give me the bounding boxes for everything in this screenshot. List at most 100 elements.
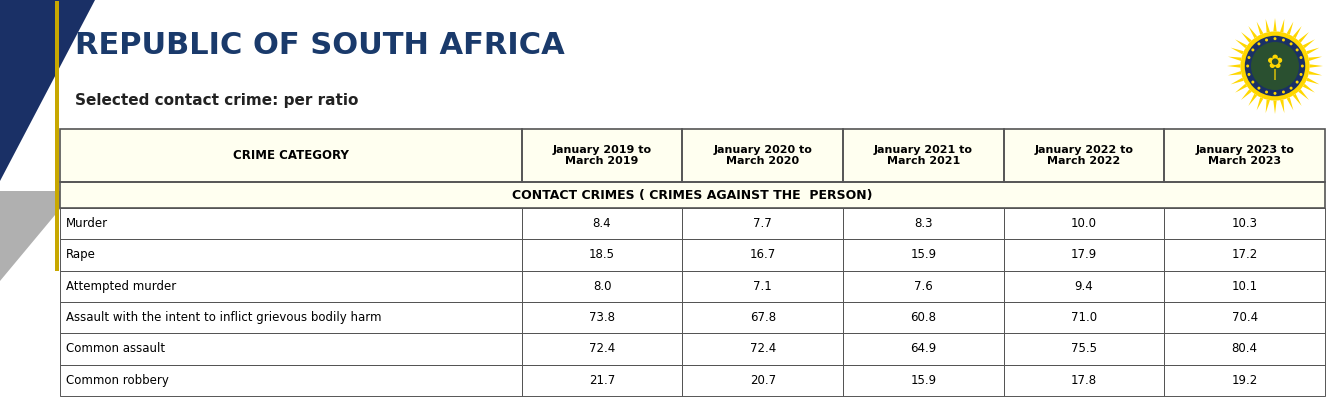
Bar [843, 129, 1004, 182]
Polygon shape [1256, 97, 1263, 110]
Bar [60, 129, 522, 182]
Text: 75.5: 75.5 [1070, 342, 1097, 355]
Circle shape [1299, 56, 1302, 59]
Bar [522, 208, 682, 239]
Bar [60, 302, 522, 333]
Bar [843, 271, 1004, 302]
Polygon shape [1274, 101, 1276, 114]
Text: 10.3: 10.3 [1232, 217, 1258, 230]
Bar [843, 365, 1004, 396]
Polygon shape [1303, 39, 1315, 48]
Text: 15.9: 15.9 [910, 374, 937, 387]
Bar [1004, 239, 1164, 271]
Bar [1164, 271, 1325, 302]
Text: 8.4: 8.4 [593, 217, 611, 230]
Bar [1164, 365, 1325, 396]
Text: 72.4: 72.4 [589, 342, 615, 355]
Polygon shape [0, 0, 95, 181]
Bar [682, 129, 843, 182]
Bar [682, 129, 843, 182]
Text: 60.8: 60.8 [910, 311, 937, 324]
Circle shape [1251, 81, 1254, 83]
Circle shape [1246, 65, 1250, 67]
Bar [1004, 129, 1164, 182]
Bar [522, 302, 682, 333]
Bar [843, 208, 1004, 239]
Text: ✿: ✿ [1267, 53, 1283, 71]
Text: January 2022 to
March 2022: January 2022 to March 2022 [1034, 145, 1133, 166]
Bar [1004, 333, 1164, 365]
Text: Common assault: Common assault [66, 342, 165, 355]
Circle shape [1251, 42, 1299, 90]
Bar [60, 129, 522, 182]
Text: January 2023 to
March 2023: January 2023 to March 2023 [1195, 145, 1294, 166]
Bar [1164, 129, 1325, 182]
Circle shape [1240, 31, 1310, 101]
Text: 7.7: 7.7 [753, 217, 772, 230]
Polygon shape [1280, 99, 1284, 113]
Text: CONTACT CRIMES ( CRIMES AGAINST THE  PERSON): CONTACT CRIMES ( CRIMES AGAINST THE PERS… [512, 188, 872, 202]
Polygon shape [1227, 64, 1240, 68]
Circle shape [1258, 43, 1260, 45]
Text: January 2020 to
March 2020: January 2020 to March 2020 [713, 145, 812, 166]
Bar [1164, 208, 1325, 239]
Bar [682, 208, 843, 239]
Polygon shape [1248, 94, 1258, 106]
Bar [682, 333, 843, 365]
Text: 10.0: 10.0 [1070, 217, 1097, 230]
Text: Common robbery: Common robbery [66, 374, 169, 387]
Polygon shape [1306, 48, 1319, 55]
Bar [1004, 365, 1164, 396]
Bar [522, 365, 682, 396]
Text: 71.0: 71.0 [1070, 311, 1097, 324]
Bar [1004, 271, 1164, 302]
Circle shape [1290, 43, 1293, 45]
Polygon shape [1287, 22, 1294, 35]
Bar [60, 182, 1325, 208]
Bar [1164, 129, 1325, 182]
Text: 7.6: 7.6 [914, 279, 933, 293]
Bar [682, 365, 843, 396]
Polygon shape [1266, 99, 1270, 113]
Bar [843, 239, 1004, 271]
Circle shape [1247, 73, 1251, 76]
Text: 8.3: 8.3 [914, 217, 933, 230]
Polygon shape [1309, 71, 1322, 75]
Text: 15.9: 15.9 [910, 248, 937, 261]
Bar [1004, 302, 1164, 333]
Text: 8.0: 8.0 [593, 279, 611, 293]
Polygon shape [1231, 48, 1244, 55]
Bar [60, 333, 522, 365]
Bar [682, 271, 843, 302]
Bar [60, 271, 522, 302]
Bar [1164, 302, 1325, 333]
Polygon shape [1298, 89, 1309, 100]
Text: 21.7: 21.7 [589, 374, 615, 387]
Bar [843, 333, 1004, 365]
Circle shape [1247, 56, 1251, 59]
Bar [682, 333, 843, 365]
Polygon shape [1248, 26, 1258, 38]
Text: 19.2: 19.2 [1231, 374, 1258, 387]
Circle shape [1282, 38, 1284, 41]
Bar [843, 208, 1004, 239]
Bar [1004, 208, 1164, 239]
Bar [682, 239, 843, 271]
Bar [522, 129, 682, 182]
Text: 7.1: 7.1 [753, 279, 772, 293]
Text: 20.7: 20.7 [749, 374, 776, 387]
Bar [682, 208, 843, 239]
Text: January 2021 to
March 2021: January 2021 to March 2021 [874, 145, 973, 166]
Polygon shape [1303, 84, 1315, 93]
Bar [843, 239, 1004, 271]
Text: Selected contact crime: per ratio: Selected contact crime: per ratio [75, 93, 359, 109]
Bar [60, 239, 522, 271]
Bar [1004, 365, 1164, 396]
Bar [843, 271, 1004, 302]
Bar [1004, 302, 1164, 333]
Bar [1164, 302, 1325, 333]
Polygon shape [1280, 19, 1284, 32]
Bar [60, 208, 522, 239]
Circle shape [1274, 37, 1276, 40]
Circle shape [1274, 92, 1276, 95]
